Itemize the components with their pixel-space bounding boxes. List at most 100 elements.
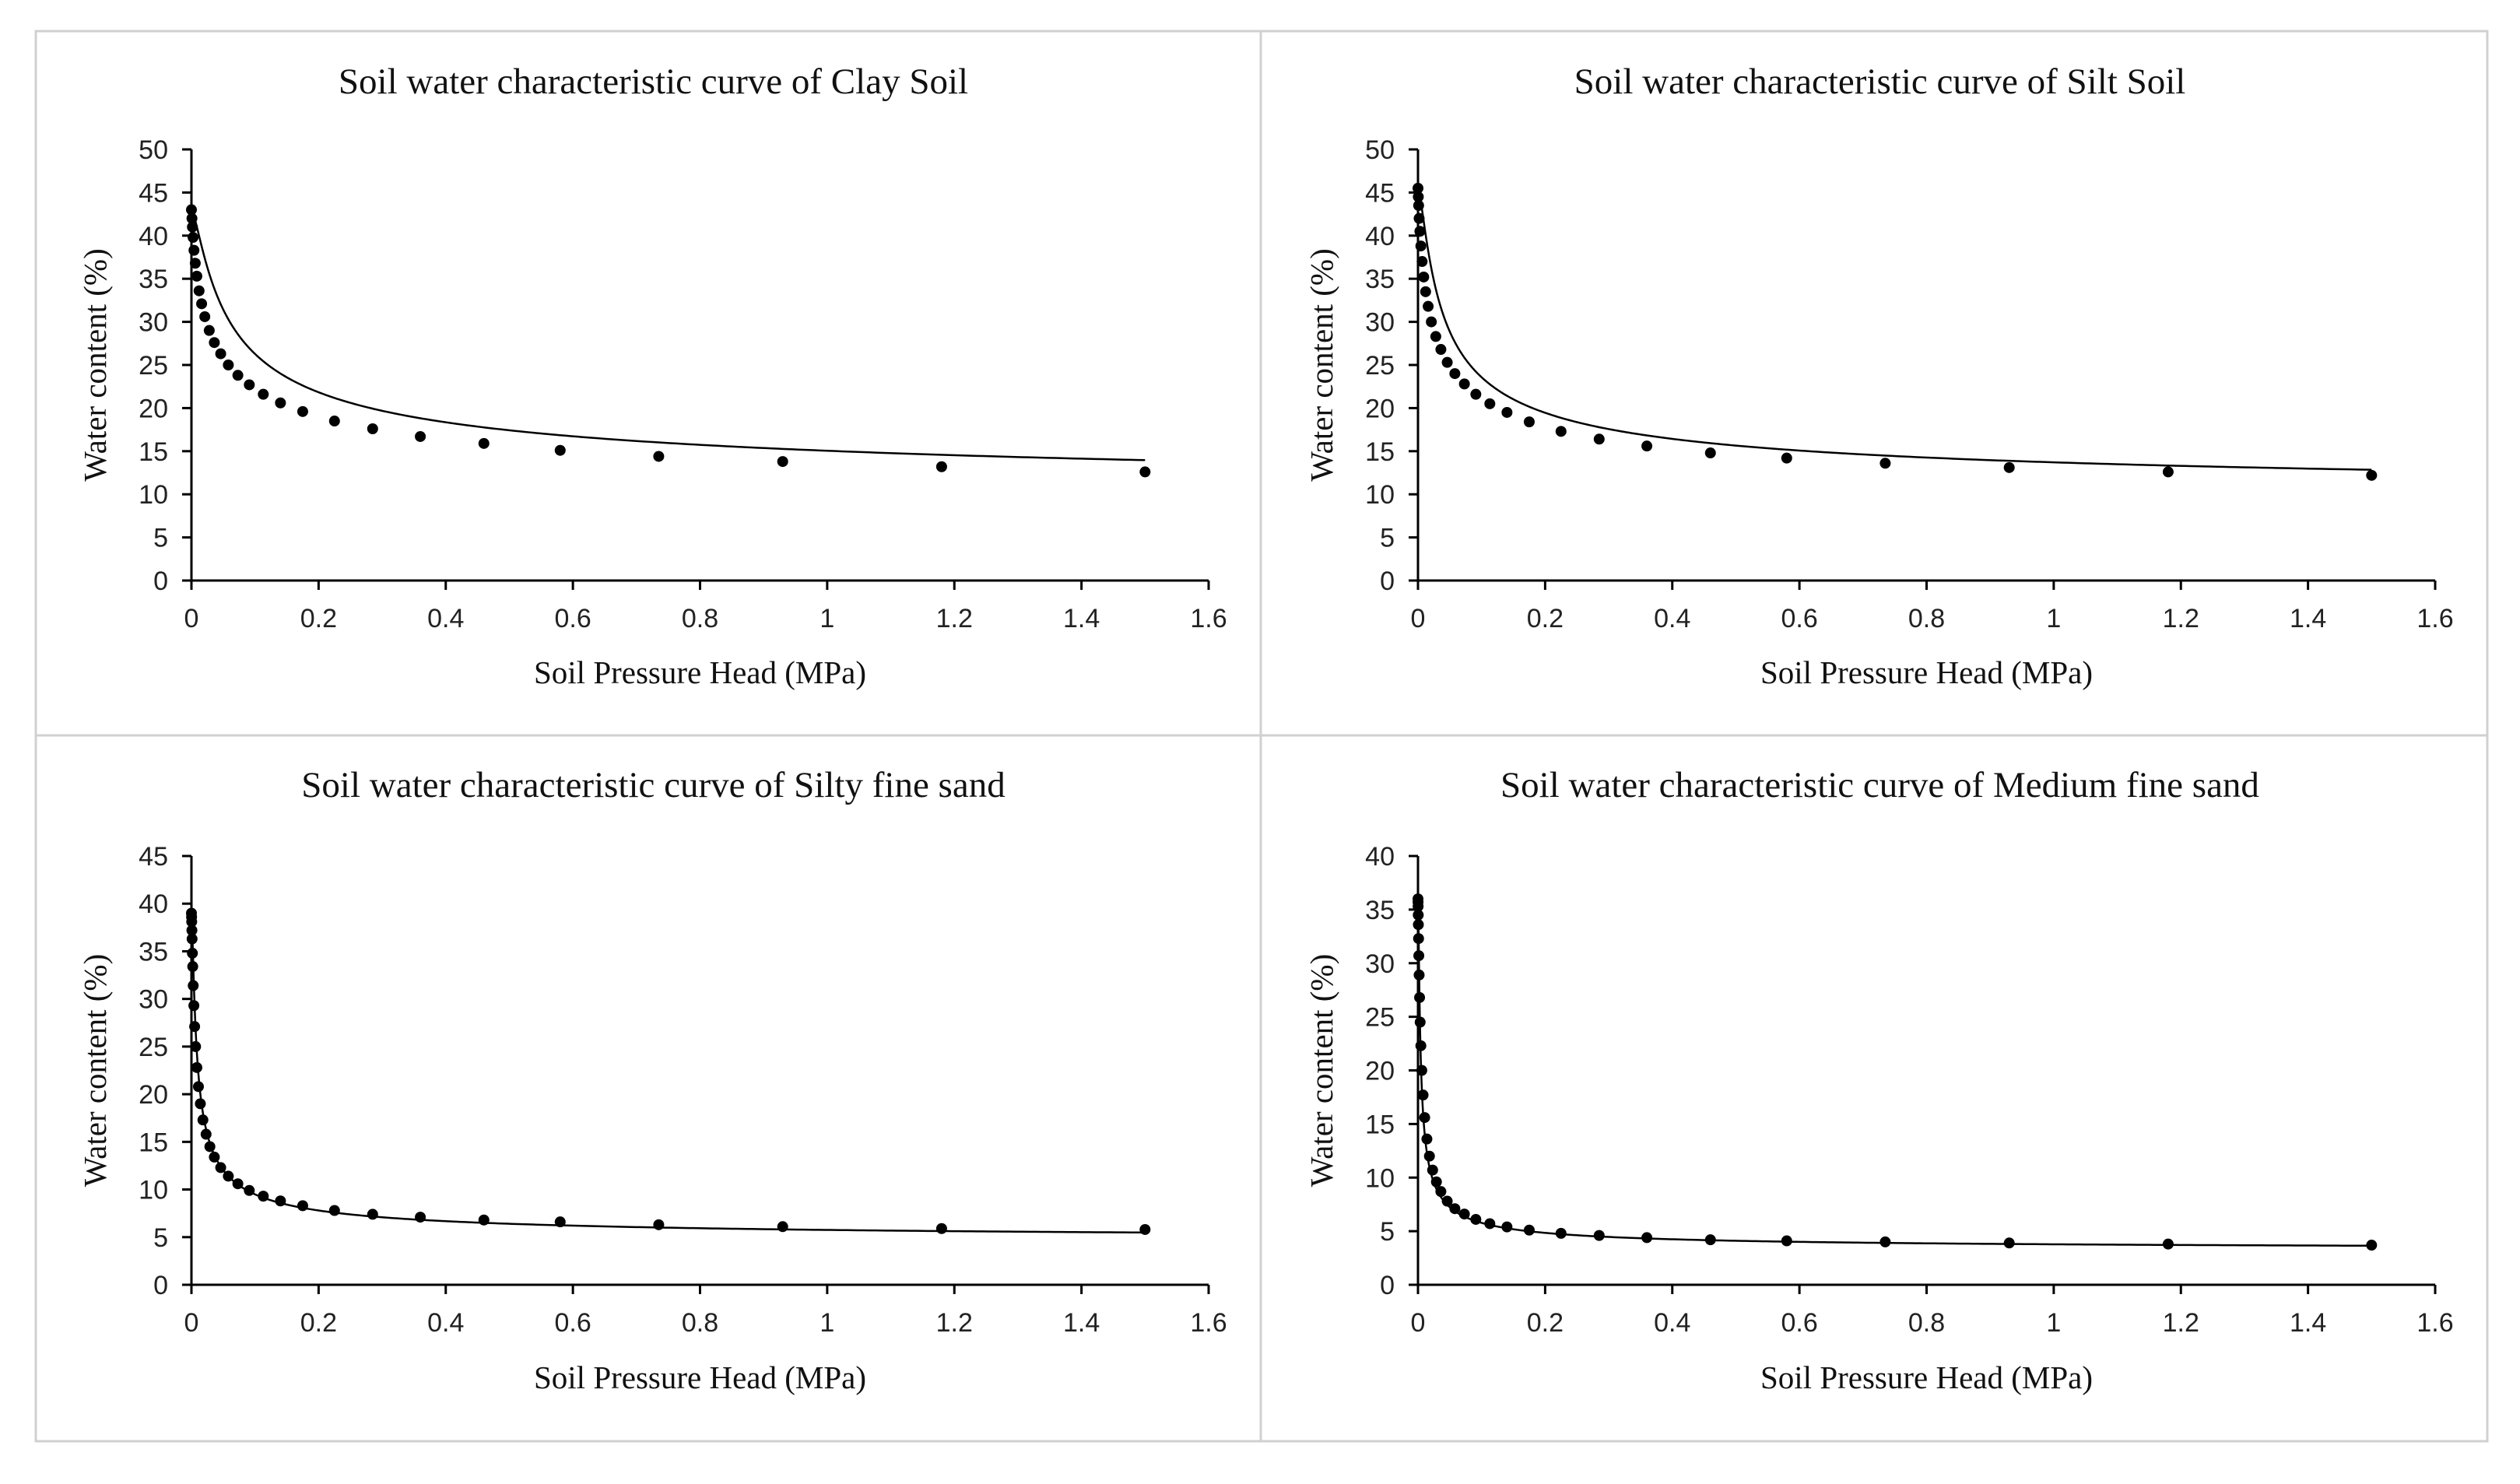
data-point <box>1139 1223 1151 1235</box>
y-tick-label: 35 <box>139 937 168 967</box>
data-point <box>1423 300 1434 312</box>
data-point <box>1879 1236 1891 1247</box>
data-point <box>1704 447 1716 459</box>
y-tick-label: 30 <box>139 985 168 1015</box>
x-tick-label: 1 <box>820 1308 834 1338</box>
y-tick-label: 35 <box>1365 265 1395 294</box>
x-tick-label: 0.2 <box>300 604 337 633</box>
data-point <box>190 1040 202 1052</box>
data-point <box>297 1200 308 1212</box>
y-tick-label: 10 <box>1365 1163 1395 1193</box>
data-point <box>1458 378 1470 390</box>
data-point <box>197 1114 209 1126</box>
y-tick-label: 40 <box>139 889 168 919</box>
data-point <box>1593 1230 1605 1241</box>
data-point <box>1441 1195 1453 1207</box>
x-axis-label: Soil Pressure Head (MPa) <box>1760 654 2093 690</box>
data-point <box>935 461 947 472</box>
data-point <box>186 212 198 224</box>
data-point <box>258 1191 269 1202</box>
y-tick-label: 10 <box>139 480 168 510</box>
y-tick-label: 20 <box>1365 1057 1395 1086</box>
data-point <box>223 360 234 370</box>
y-tick-label: 0 <box>1380 567 1395 596</box>
data-point <box>186 933 198 945</box>
y-tick-label: 40 <box>1365 222 1395 251</box>
chart-panel-1: Soil water characteristic curve of Clay … <box>77 61 1227 690</box>
data-point <box>189 258 201 269</box>
data-point <box>1415 1040 1427 1051</box>
data-point <box>215 1162 226 1174</box>
data-point <box>188 232 199 244</box>
data-point <box>1441 356 1453 368</box>
data-point <box>1435 344 1447 356</box>
data-point <box>209 1151 220 1163</box>
data-point <box>187 947 198 959</box>
y-tick-label: 25 <box>1365 1003 1395 1033</box>
y-tick-label: 45 <box>139 178 168 208</box>
data-point <box>188 1000 200 1012</box>
x-tick-label: 1.4 <box>1063 604 1100 633</box>
data-point <box>223 1170 234 1182</box>
x-tick-label: 0.2 <box>1527 604 1564 633</box>
x-tick-label: 0 <box>184 604 199 633</box>
data-point <box>653 451 665 462</box>
x-tick-label: 0.8 <box>682 604 718 633</box>
y-tick-label: 5 <box>1380 1217 1395 1247</box>
data-point <box>1415 240 1427 252</box>
x-tick-label: 1.6 <box>1190 1308 1227 1338</box>
chart-panel-3: Soil water characteristic curve of Silty… <box>77 765 1227 1395</box>
data-point <box>244 379 255 391</box>
data-point <box>1416 256 1428 268</box>
data-point <box>191 270 202 282</box>
data-point <box>328 1205 340 1216</box>
y-tick-label: 35 <box>139 265 168 294</box>
data-point <box>195 1098 206 1110</box>
data-point <box>2003 461 2015 473</box>
y-tick-label: 15 <box>139 437 168 467</box>
y-tick-label: 0 <box>153 567 168 596</box>
x-tick-label: 0.6 <box>554 1308 591 1338</box>
y-axis-label: Water content (%) <box>1304 248 1339 482</box>
data-point <box>186 916 198 928</box>
x-tick-label: 1.2 <box>936 604 973 633</box>
data-point <box>275 1195 286 1207</box>
series-line <box>190 912 1146 1234</box>
x-tick-label: 1 <box>820 604 834 633</box>
y-axis-label: Water content (%) <box>1304 954 1339 1188</box>
data-point <box>1879 458 1891 469</box>
data-point <box>478 1214 490 1226</box>
y-tick-label: 35 <box>1365 896 1395 925</box>
y-tick-label: 20 <box>139 1080 168 1110</box>
y-tick-label: 45 <box>139 842 168 872</box>
data-point <box>2366 1240 2378 1251</box>
x-tick-label: 1.4 <box>1063 1308 1100 1338</box>
data-point <box>2366 469 2378 481</box>
y-axis-label: Water content (%) <box>77 954 113 1188</box>
y-tick-label: 30 <box>1365 949 1395 979</box>
data-point <box>232 1178 244 1190</box>
data-point <box>1449 368 1461 380</box>
y-tick-label: 40 <box>1365 842 1395 872</box>
data-point <box>215 348 226 360</box>
x-axis-label: Soil Pressure Head (MPa) <box>534 654 866 690</box>
data-point <box>1419 1112 1430 1124</box>
x-tick-label: 0.2 <box>1527 1308 1564 1338</box>
x-tick-label: 0.4 <box>427 604 464 633</box>
data-point <box>2162 1238 2174 1250</box>
data-point <box>777 456 788 468</box>
data-point <box>200 1128 212 1140</box>
x-tick-label: 1.6 <box>1190 604 1227 633</box>
x-tick-label: 0.6 <box>1781 604 1817 633</box>
y-tick-label: 40 <box>139 222 168 251</box>
data-point <box>478 437 490 449</box>
data-point <box>415 430 426 442</box>
data-point <box>2162 466 2174 478</box>
y-tick-label: 20 <box>1365 394 1395 423</box>
data-point <box>1458 1209 1470 1220</box>
data-point <box>244 1184 255 1196</box>
data-point <box>1413 969 1425 981</box>
x-tick-label: 0.8 <box>1908 604 1945 633</box>
data-point <box>1484 398 1496 409</box>
